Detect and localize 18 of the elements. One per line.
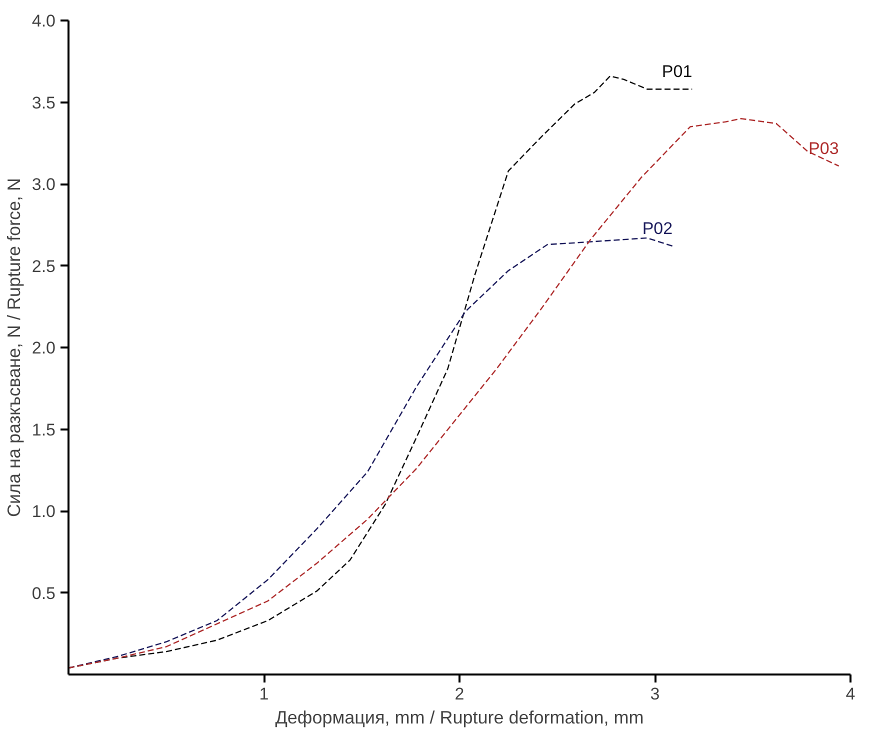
- y-tick-label: 2.5: [32, 256, 56, 276]
- y-tick-label: 2.0: [32, 338, 56, 358]
- x-tick-label: 4: [846, 684, 856, 704]
- y-tick-label: 3.5: [32, 93, 56, 112]
- x-tick-label: 2: [454, 684, 464, 704]
- line-series: [68, 118, 840, 669]
- series-label: P03: [808, 139, 839, 158]
- x-tick-label: 1: [259, 684, 269, 704]
- x-tick-label: 3: [650, 684, 660, 704]
- y-tick-label: 3.0: [32, 175, 56, 194]
- y-axis-title: Сила на разкъсване, N / Rupture force, N: [4, 178, 24, 518]
- series-label: P02: [642, 219, 673, 238]
- y-tick-label: 4.0: [32, 12, 56, 30]
- y-tick-label: 1.5: [32, 420, 56, 440]
- x-axis-title: Деформация, mm / Rupture deformation, mm: [275, 708, 644, 728]
- y-tick-label: 1.0: [32, 502, 56, 521]
- y-tick-label: 0.5: [32, 584, 56, 603]
- series-label: P01: [662, 62, 692, 82]
